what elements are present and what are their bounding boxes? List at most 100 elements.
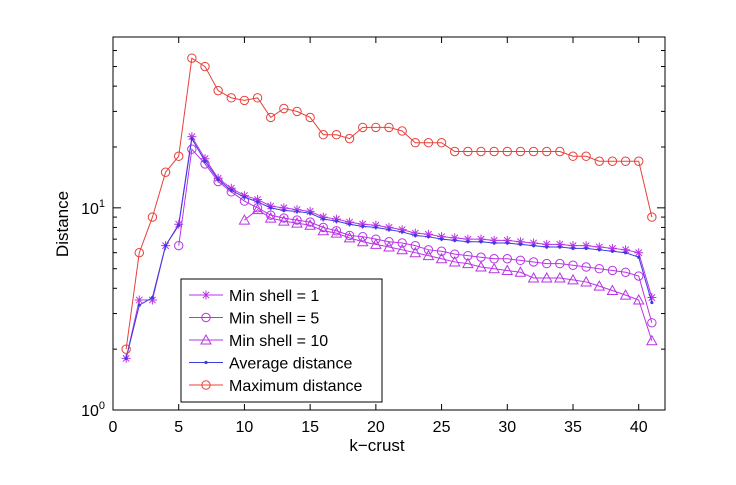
data-point (187, 132, 197, 142)
data-point (384, 237, 394, 247)
data-point (252, 93, 263, 103)
legend-marker (201, 380, 211, 390)
data-point (266, 112, 276, 123)
data-point (163, 244, 168, 248)
series-0 (121, 132, 657, 363)
data-point (479, 240, 483, 244)
data-point (400, 230, 404, 234)
data-point (255, 200, 260, 204)
data-point (647, 212, 657, 222)
data-point (358, 219, 368, 229)
data-point (489, 146, 499, 157)
data-point (216, 177, 220, 182)
data-point (387, 228, 391, 232)
data-point (203, 159, 207, 163)
data-point (321, 217, 325, 221)
data-point (501, 264, 514, 275)
data-point (147, 212, 158, 222)
data-point (581, 262, 591, 272)
data-point (226, 183, 236, 193)
data-point (620, 156, 631, 166)
data-point (134, 247, 144, 258)
data-point (647, 293, 657, 303)
legend-label: Maximum distance (229, 378, 362, 395)
data-point (437, 232, 447, 242)
legend-label: Min shell = 1 (229, 288, 319, 305)
data-point (634, 271, 644, 281)
data-point (410, 240, 420, 251)
x-tick-label: 20 (367, 419, 385, 436)
data-point (597, 248, 601, 252)
data-point (305, 206, 315, 216)
data-point (581, 241, 591, 251)
data-point (397, 238, 407, 248)
data-point (619, 289, 632, 300)
data-point (542, 258, 552, 269)
x-tick-label: 25 (433, 419, 451, 436)
data-point (529, 238, 539, 248)
data-point (361, 224, 365, 228)
data-point (502, 146, 512, 157)
data-point (318, 130, 328, 140)
data-point (462, 257, 474, 269)
data-point (623, 251, 628, 255)
x-tick-label: 10 (236, 419, 254, 436)
data-point (308, 211, 312, 215)
data-point (463, 146, 473, 157)
data-point (264, 212, 277, 223)
data-point (383, 240, 395, 252)
data-point (542, 239, 552, 249)
data-point (607, 156, 618, 166)
data-point (607, 243, 617, 253)
legend-entry: Average distance (189, 356, 352, 373)
data-point (448, 255, 461, 267)
data-point (292, 215, 302, 225)
data-point (150, 295, 155, 300)
data-point (384, 222, 394, 232)
data-point (637, 255, 641, 259)
legend-marker (200, 333, 212, 345)
data-point (413, 233, 417, 238)
legend-entry: Min shell = 1 (189, 288, 319, 305)
data-point (505, 241, 509, 245)
data-point (439, 237, 444, 241)
data-point (345, 217, 355, 227)
series-layer (121, 53, 658, 363)
data-point (384, 122, 394, 133)
data-point (422, 249, 435, 261)
data-point (531, 244, 536, 248)
data-point (410, 138, 420, 148)
data-point (634, 248, 644, 258)
data-point (558, 245, 562, 249)
series-4 (121, 53, 657, 354)
data-point (466, 240, 470, 244)
data-point (545, 245, 549, 249)
legend-marker (201, 312, 211, 323)
data-point (647, 318, 657, 328)
data-point (423, 138, 434, 148)
data-point (147, 295, 157, 305)
data-point (318, 222, 328, 233)
data-point (580, 275, 592, 287)
data-point (229, 188, 233, 192)
x-tick-label: 30 (498, 419, 516, 436)
x-tick-label: 0 (109, 419, 118, 436)
data-point (594, 242, 604, 252)
legend-marker (201, 290, 211, 300)
data-point (121, 344, 131, 354)
data-point (555, 239, 565, 249)
x-tick-label: 15 (301, 419, 319, 436)
data-point (177, 223, 181, 227)
x-tick-label: 35 (564, 419, 582, 436)
data-point (344, 133, 355, 144)
data-point (436, 246, 447, 256)
data-point (423, 229, 433, 239)
data-point (409, 246, 422, 258)
data-point (190, 137, 194, 141)
data-point (571, 246, 575, 251)
y-axis-label: Distance (53, 191, 72, 257)
data-point (514, 266, 527, 277)
data-point (134, 295, 144, 305)
data-point (463, 234, 473, 244)
data-point (489, 235, 499, 245)
